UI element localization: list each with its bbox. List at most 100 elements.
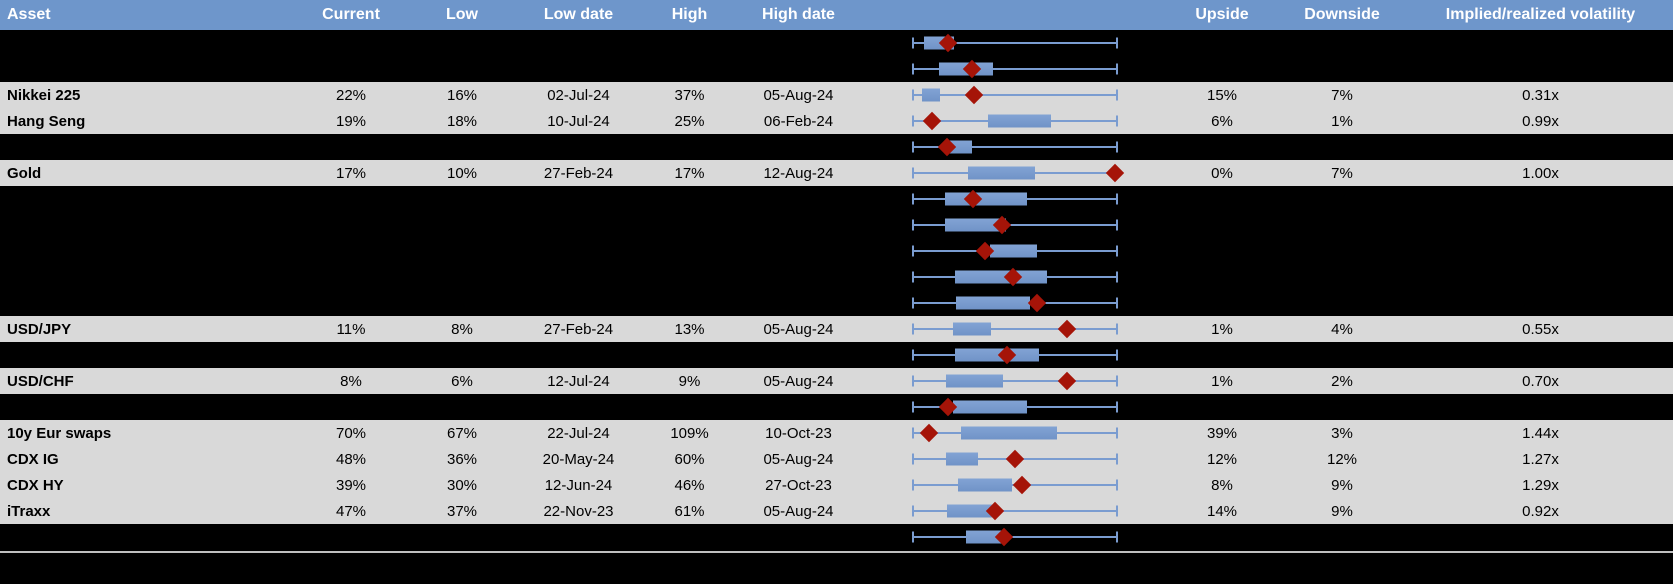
whisker-cap-left — [912, 479, 914, 491]
table-row-redacted — [0, 134, 1673, 160]
boxplot — [912, 134, 1118, 160]
whisker-cap-left — [912, 453, 914, 465]
boxplot — [912, 316, 1118, 342]
cell-current — [295, 264, 407, 290]
cell-chart — [858, 56, 1168, 82]
cell-asset — [0, 56, 295, 82]
cell-chart — [858, 342, 1168, 368]
cell-upside: 14% — [1206, 502, 1238, 520]
cell-chart — [858, 394, 1168, 420]
cell-current: 8% — [340, 372, 362, 390]
boxplot — [912, 186, 1118, 212]
cell-downside — [1276, 30, 1408, 56]
cell-downside — [1276, 186, 1408, 212]
cell-low: 6% — [451, 372, 473, 390]
whisker-cap-left — [912, 167, 914, 179]
table-header: Asset Current Low Low date High High dat… — [0, 0, 1673, 30]
table-row: CDX IG 48% 36% 20-May-24 60% 05-Aug-24 12% 12% 1… — [0, 446, 1673, 472]
whisker-cap-right — [1116, 63, 1118, 75]
table-row: USD/CHF 8% 6% 12-Jul-24 9% 05-Aug-24 1% 2% 0.70x — [0, 368, 1673, 394]
whisker-cap-right — [1116, 37, 1118, 49]
cell-upside: 8% — [1211, 476, 1233, 494]
cell-low-date — [517, 212, 640, 238]
whisker-cap-right — [1116, 531, 1118, 543]
cell-chart — [858, 420, 1168, 446]
cell-low-date: 27-Feb-24 — [543, 164, 614, 182]
cell-upside — [1168, 238, 1276, 264]
cell-current: 19% — [335, 112, 367, 130]
cell-ivol: 1.44x — [1522, 424, 1559, 442]
cell-upside — [1168, 524, 1276, 550]
whisker-cap-left — [912, 141, 914, 153]
table-row-redacted — [0, 212, 1673, 238]
cell-low: 18% — [446, 112, 478, 130]
cell-low-date: 22-Nov-23 — [543, 502, 614, 520]
cell-upside — [1168, 212, 1276, 238]
interquartile-box — [922, 88, 940, 102]
whisker-cap-left — [912, 193, 914, 205]
cell-high — [640, 342, 739, 368]
cell-downside: 12% — [1326, 450, 1358, 468]
cell-high: 9% — [678, 372, 701, 390]
interquartile-box — [955, 348, 1040, 362]
cell-high — [640, 524, 739, 550]
whisker-line — [913, 380, 1117, 382]
cell-downside — [1276, 264, 1408, 290]
column-header-high: High — [671, 6, 708, 23]
cell-high — [640, 264, 739, 290]
cell-high-date — [739, 264, 858, 290]
table-row: CDX HY 39% 30% 12-Jun-24 46% 27-Oct-23 8% 9% 1.2… — [0, 472, 1673, 498]
whisker-cap-right — [1116, 89, 1118, 101]
interquartile-box — [958, 478, 1012, 492]
cell-current — [295, 212, 407, 238]
table-row-redacted — [0, 186, 1673, 212]
cell-ivol: 0.99x — [1522, 112, 1559, 130]
whisker-cap-left — [912, 375, 914, 387]
column-header-downside: Downside — [1304, 6, 1380, 23]
cell-high — [640, 290, 739, 316]
whisker-cap-right — [1116, 271, 1118, 283]
boxplot — [912, 342, 1118, 368]
cell-upside: 1% — [1211, 320, 1233, 338]
cell-downside: 4% — [1331, 320, 1353, 338]
cell-asset — [0, 134, 295, 160]
cell-upside: 15% — [1206, 86, 1238, 104]
table-body: Nikkei 225 22% 16% 02-Jul-24 37% 05-Aug-24 15%… — [0, 30, 1673, 550]
cell-downside — [1276, 134, 1408, 160]
cell-low-date — [517, 342, 640, 368]
cell-chart — [858, 368, 1168, 394]
divider-line — [0, 550, 1673, 554]
cell-current — [295, 238, 407, 264]
cell-chart — [858, 134, 1168, 160]
current-marker-diamond — [919, 423, 939, 443]
cell-high-date: 05-Aug-24 — [763, 502, 834, 520]
cell-low — [407, 524, 517, 550]
cell-downside: 2% — [1331, 372, 1353, 390]
column-header-upside: Upside — [1195, 6, 1249, 23]
cell-upside — [1168, 342, 1276, 368]
bottom-filler — [0, 554, 1673, 584]
whisker-cap-right — [1116, 115, 1118, 127]
cell-high: 109% — [670, 424, 709, 442]
cell-chart — [858, 212, 1168, 238]
cell-asset — [0, 524, 295, 550]
cell-high: 13% — [674, 320, 705, 338]
whisker-cap-left — [912, 271, 914, 283]
cell-high: 46% — [674, 476, 705, 494]
cell-low: 10% — [446, 164, 478, 182]
cell-current: 47% — [335, 502, 367, 520]
cell-chart — [858, 316, 1168, 342]
cell-chart — [858, 498, 1168, 524]
boxplot — [912, 30, 1118, 56]
whisker-cap-left — [912, 427, 914, 439]
cell-asset — [0, 342, 295, 368]
cell-low-date — [517, 56, 640, 82]
cell-upside — [1168, 134, 1276, 160]
table-row: Gold 17% 10% 27-Feb-24 17% 12-Aug-24 0% 7% 1.00x — [0, 160, 1673, 186]
column-header-implied-realized-volatility: Implied/realized volatility — [1445, 6, 1636, 23]
whisker-cap-left — [912, 245, 914, 257]
cell-ivol — [1408, 394, 1673, 420]
cell-high-date: 05-Aug-24 — [763, 372, 834, 390]
cell-high-date: 27-Oct-23 — [765, 476, 832, 494]
